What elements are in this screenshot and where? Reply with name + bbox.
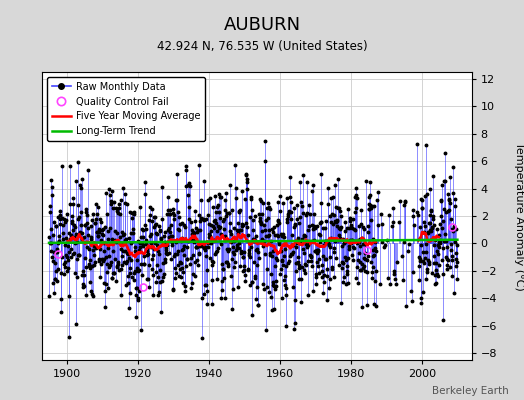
Text: Berkeley Earth: Berkeley Earth: [432, 386, 508, 396]
Legend: Raw Monthly Data, Quality Control Fail, Five Year Moving Average, Long-Term Tren: Raw Monthly Data, Quality Control Fail, …: [47, 77, 205, 141]
Text: 42.924 N, 76.535 W (United States): 42.924 N, 76.535 W (United States): [157, 40, 367, 53]
Y-axis label: Temperature Anomaly (°C): Temperature Anomaly (°C): [514, 142, 524, 290]
Text: AUBURN: AUBURN: [223, 16, 301, 34]
